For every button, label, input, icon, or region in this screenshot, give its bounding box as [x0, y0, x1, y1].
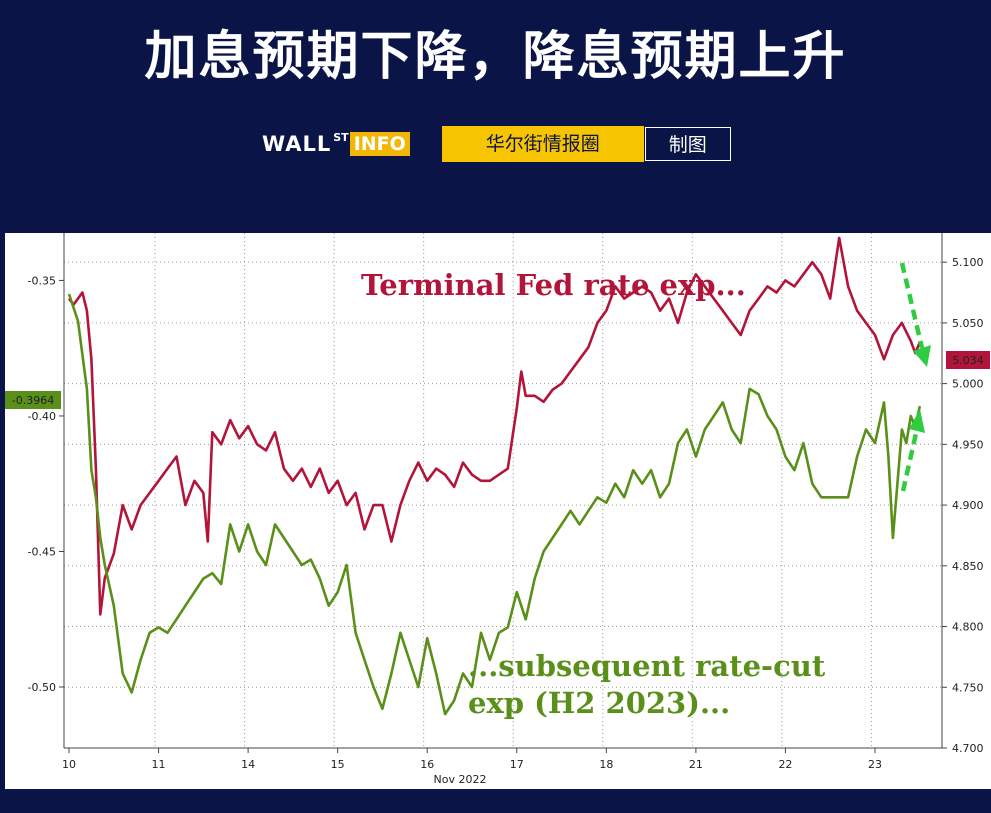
right-tick-label: 5.100 [952, 256, 984, 269]
right-tick-label: 4.900 [952, 499, 984, 512]
svg-text:5.034: 5.034 [952, 354, 984, 367]
series-line-rate-cut [67, 293, 922, 716]
left-tick-label: -0.50 [28, 681, 56, 694]
annotation-cut-line1: ...subsequent rate-cut [468, 649, 826, 683]
page-title: 加息预期下降，降息预期上升 [144, 27, 847, 87]
right-tick-label: 4.800 [952, 621, 984, 634]
right-tick-label: 4.750 [952, 681, 984, 694]
source-tag: 华尔街情报圈 [441, 126, 644, 162]
right-tick-label: 5.050 [952, 317, 984, 330]
chart-panel: -0.35 -0.40 -0.45 -0.50 5.100 5.050 5.000 4.95… [5, 233, 991, 789]
line-chart: -0.35 -0.40 -0.45 -0.50 5.100 5.050 5.000 4.95… [5, 233, 990, 786]
x-axis-ticks: 10 11 14 15 16 17 18 21 22 23 [62, 748, 882, 771]
x-tick-label: 10 [62, 758, 76, 771]
x-tick-label: 21 [689, 758, 703, 771]
left-axis-ticks: -0.35 -0.40 -0.45 -0.50 [28, 274, 64, 694]
x-tick-label: 11 [152, 758, 166, 771]
last-value-green: -0.3964 [5, 391, 61, 409]
annotation-terminal: Terminal Fed rate exp... [361, 268, 746, 302]
last-value-red: 5.034 [946, 351, 990, 369]
brand-st: ST [333, 130, 349, 144]
chart-series [67, 236, 922, 716]
x-tick-label: 14 [241, 758, 255, 771]
left-tick-label: -0.35 [28, 274, 56, 287]
x-tick-label: 23 [868, 758, 882, 771]
right-tick-label: 5.000 [952, 378, 984, 391]
series-line-terminal-rate [67, 236, 922, 616]
right-tick-label: 4.700 [952, 742, 984, 755]
right-tick-label: 4.850 [952, 560, 984, 573]
brand-wall: WALL [262, 132, 332, 156]
right-tick-label: 4.950 [952, 438, 984, 451]
up-arrow-icon [900, 409, 925, 492]
x-tick-label: 15 [331, 758, 345, 771]
x-axis-label: Nov 2022 [434, 773, 487, 786]
brand-row: WALL ST INFO 华尔街情报圈 制图 [262, 126, 731, 162]
made-tag: 制图 [644, 127, 731, 161]
left-tick-label: -0.45 [28, 545, 56, 558]
x-tick-label: 16 [420, 758, 434, 771]
svg-text:-0.3964: -0.3964 [12, 394, 54, 407]
left-tick-label: -0.40 [28, 410, 56, 423]
brand-info: INFO [349, 132, 410, 156]
x-tick-label: 17 [510, 758, 524, 771]
x-tick-label: 22 [778, 758, 792, 771]
down-arrow-icon [899, 262, 931, 367]
right-axis-ticks: 5.100 5.050 5.000 4.950 4.900 4.850 4.800 4.750… [942, 256, 984, 755]
annotation-cut-line2: exp (H2 2023)... [468, 686, 730, 720]
x-tick-label: 18 [599, 758, 613, 771]
